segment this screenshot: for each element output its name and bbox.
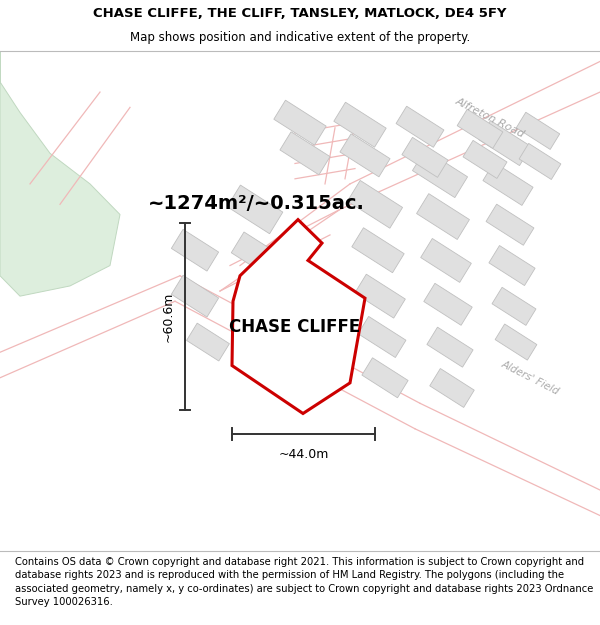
Polygon shape: [516, 112, 560, 149]
Text: ~60.6m: ~60.6m: [162, 291, 175, 342]
Polygon shape: [427, 327, 473, 367]
Polygon shape: [358, 316, 406, 357]
Polygon shape: [172, 229, 218, 271]
Polygon shape: [492, 288, 536, 326]
Polygon shape: [172, 275, 218, 317]
Polygon shape: [430, 369, 474, 408]
Polygon shape: [227, 185, 283, 234]
Text: ~1274m²/~0.315ac.: ~1274m²/~0.315ac.: [148, 194, 365, 213]
Text: CHASE CLIFFE, THE CLIFF, TANSLEY, MATLOCK, DE4 5FY: CHASE CLIFFE, THE CLIFF, TANSLEY, MATLOC…: [93, 7, 507, 20]
Polygon shape: [495, 324, 537, 360]
Polygon shape: [235, 279, 286, 324]
Polygon shape: [352, 228, 404, 272]
Polygon shape: [231, 232, 285, 279]
Text: ~44.0m: ~44.0m: [278, 448, 329, 461]
Polygon shape: [280, 132, 330, 175]
Polygon shape: [340, 134, 390, 177]
Polygon shape: [187, 323, 229, 361]
Polygon shape: [479, 121, 531, 166]
Polygon shape: [362, 357, 408, 398]
Polygon shape: [0, 51, 120, 296]
Polygon shape: [274, 100, 326, 145]
Polygon shape: [355, 274, 406, 318]
Polygon shape: [457, 109, 503, 148]
Text: Alfreton Road: Alfreton Road: [454, 96, 526, 139]
Polygon shape: [489, 246, 535, 286]
Polygon shape: [421, 239, 472, 282]
Polygon shape: [463, 141, 507, 179]
Polygon shape: [402, 138, 448, 178]
Text: CHASE CLIFFE: CHASE CLIFFE: [229, 318, 361, 336]
Polygon shape: [396, 106, 444, 148]
Polygon shape: [416, 194, 469, 239]
Polygon shape: [412, 150, 467, 198]
Polygon shape: [519, 143, 561, 179]
Polygon shape: [424, 283, 472, 325]
Polygon shape: [232, 219, 365, 414]
Polygon shape: [483, 162, 533, 206]
Polygon shape: [334, 102, 386, 148]
Text: Contains OS data © Crown copyright and database right 2021. This information is : Contains OS data © Crown copyright and d…: [15, 557, 593, 607]
Polygon shape: [347, 181, 403, 228]
Polygon shape: [486, 204, 534, 245]
Text: Map shows position and indicative extent of the property.: Map shows position and indicative extent…: [130, 31, 470, 44]
Text: Alders' Field: Alders' Field: [499, 359, 560, 397]
